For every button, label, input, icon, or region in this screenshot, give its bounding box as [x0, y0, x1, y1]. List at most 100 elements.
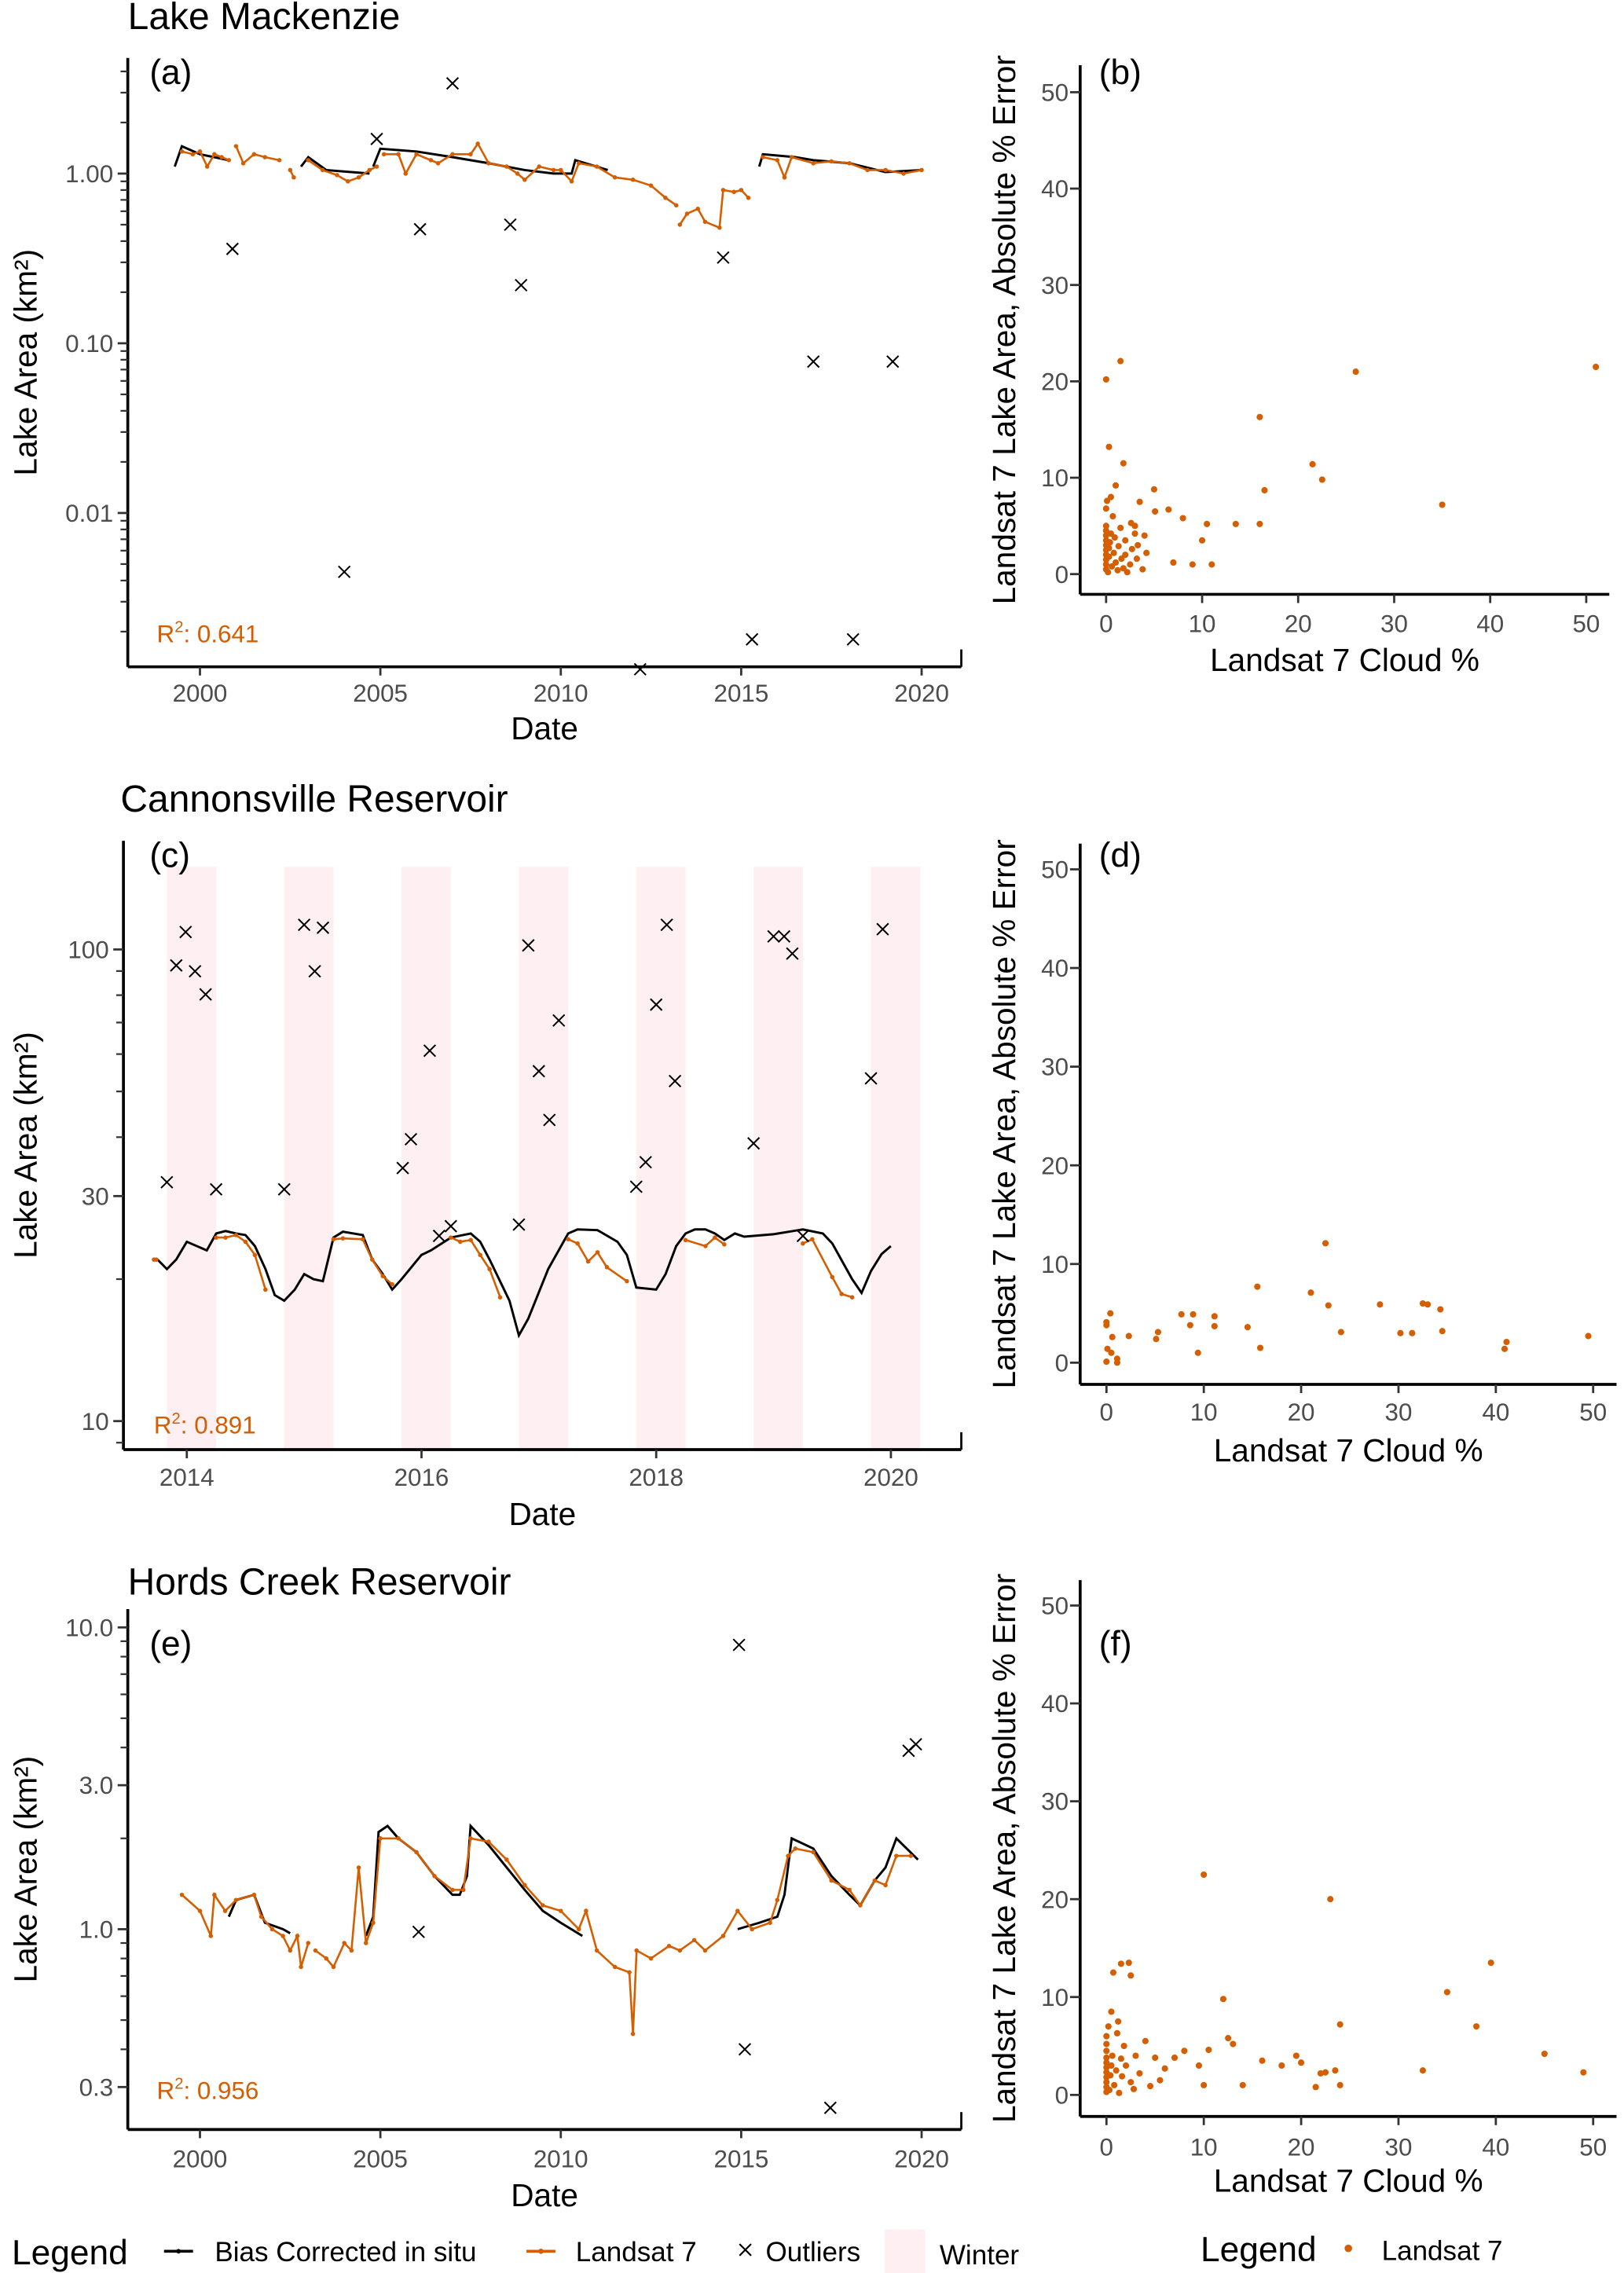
landsat-point — [858, 1903, 863, 1908]
legend-right: Legend Landsat 7 — [1201, 2231, 1503, 2269]
landsat-point — [486, 161, 491, 166]
scatter-point — [1111, 534, 1118, 541]
scatter-point — [1130, 2085, 1138, 2092]
landsat-point — [361, 1237, 365, 1242]
x-tick-label: 2020 — [894, 2145, 949, 2172]
landsat-series-line — [679, 189, 750, 229]
landsat-point — [458, 1239, 463, 1245]
scatter-point — [1437, 1306, 1444, 1313]
legend-landsat-label: Landsat 7 — [576, 2237, 697, 2268]
scatter-point — [1105, 544, 1113, 552]
landsat-point — [331, 1964, 336, 1970]
scatter-point — [1239, 2081, 1246, 2088]
outlier-mark — [650, 998, 663, 1011]
landsat-point — [295, 1934, 300, 1938]
y-tick-label: 10 — [1041, 464, 1069, 492]
landsat-point — [576, 1927, 581, 1932]
legend-landsat-swatch — [526, 2249, 555, 2254]
landsat-point — [782, 174, 787, 180]
scatter-point — [1201, 1871, 1208, 1879]
scatter-point — [1161, 2065, 1168, 2072]
x-tick-label: 30 — [1385, 1399, 1413, 1426]
scatter-point — [1131, 530, 1138, 537]
landsat-point — [673, 203, 679, 208]
landsat-point — [541, 1903, 545, 1908]
landsat-point — [575, 1241, 580, 1246]
y-axis-title: Lake Area (km²) — [7, 1032, 43, 1259]
scatter-point — [1312, 2084, 1319, 2091]
landsat-point — [504, 1857, 509, 1862]
landsat-point — [720, 1934, 726, 1938]
landsat-point — [829, 1878, 834, 1883]
landsat-point — [371, 1920, 376, 1926]
y-axis-title: Lake Area (km²) — [7, 1756, 43, 1983]
landsat-point — [363, 1941, 368, 1945]
scatter-point — [1103, 1322, 1110, 1329]
outlier-mark — [543, 1113, 556, 1127]
y-tick-label: 20 — [1041, 368, 1069, 395]
landsat-series-line — [314, 1837, 911, 2034]
landsat-point — [435, 161, 441, 166]
scatter-point — [1322, 1240, 1329, 1247]
insitu-series-line — [365, 1823, 584, 1938]
landsat-point — [460, 1887, 466, 1893]
landsat-point — [396, 152, 401, 157]
landsat-point — [789, 155, 794, 159]
panel-label: (a) — [149, 53, 192, 92]
y-tick-label: 0 — [1055, 2081, 1069, 2109]
legend-outliers-label: Outliers — [765, 2237, 860, 2268]
legend-insitu-swatch — [163, 2249, 193, 2254]
landsat-point — [197, 149, 203, 154]
scatter-point — [1108, 1349, 1115, 1356]
panel-title: Lake Mackenzie — [128, 0, 401, 38]
scatter-point — [1102, 522, 1109, 530]
landsat-point — [369, 1257, 375, 1262]
landsat-point — [786, 1853, 790, 1858]
y-tick-label: 0.10 — [65, 330, 113, 357]
y-tick-label: 0.3 — [79, 2073, 114, 2101]
panel-f: 0 10 20 30 40 50 0 10 20 30 40 50 (f) Landsat 7 Cloud… — [986, 1574, 1617, 2199]
insitu-series-line — [174, 145, 229, 167]
scatter-point — [1195, 2062, 1203, 2070]
landsat-point — [381, 152, 387, 157]
landsat-point — [487, 1267, 492, 1272]
scatter-point — [1117, 357, 1124, 365]
y-tick-label: 0 — [1055, 561, 1069, 588]
r2-superscript: 2 — [174, 618, 183, 636]
landsat-point — [223, 1235, 228, 1240]
r2-value: : 0.641 — [183, 620, 258, 647]
legend-insitu-label: Bias Corrected in situ — [214, 2237, 476, 2268]
landsat-point — [299, 1964, 303, 1970]
scatter-point — [1141, 532, 1148, 539]
scatter-point — [1103, 2054, 1110, 2062]
outlier-mark — [886, 355, 900, 368]
outlier-mark — [210, 1182, 223, 1196]
landsat-point — [695, 207, 701, 211]
landsat-point — [746, 195, 751, 200]
scatter-point — [1419, 2067, 1426, 2074]
landsat-point — [811, 161, 816, 166]
outlier-mark — [444, 1219, 457, 1233]
x-tick-label: 2005 — [353, 680, 408, 707]
scatter-point — [1179, 515, 1186, 522]
landsat-point — [233, 1233, 239, 1237]
scatter-point — [1352, 368, 1359, 376]
scatter-point — [1136, 498, 1143, 505]
panel-label: (e) — [149, 1625, 192, 1663]
scatter-point — [1165, 506, 1172, 513]
landsat-point — [356, 174, 361, 180]
outlier-mark — [445, 77, 460, 90]
landsat-point — [604, 1265, 610, 1270]
scatter-point — [1219, 1996, 1227, 2003]
scatter-point — [1107, 1310, 1114, 1317]
panel-e: 2000 2005 2010 2015 2020 0.3 1.0 3.0 10.0 Hords C… — [7, 1562, 962, 2213]
landsat-point — [403, 171, 409, 176]
scatter-point — [1128, 545, 1135, 552]
scatter-point — [1109, 1969, 1117, 1976]
landsat-point — [378, 1836, 383, 1841]
scatter-point — [1178, 1311, 1185, 1318]
scatter-point — [1113, 2067, 1120, 2074]
y-tick-label: 0.01 — [65, 500, 113, 527]
scatter-point — [1111, 2081, 1118, 2088]
landsat-point — [468, 1237, 473, 1243]
